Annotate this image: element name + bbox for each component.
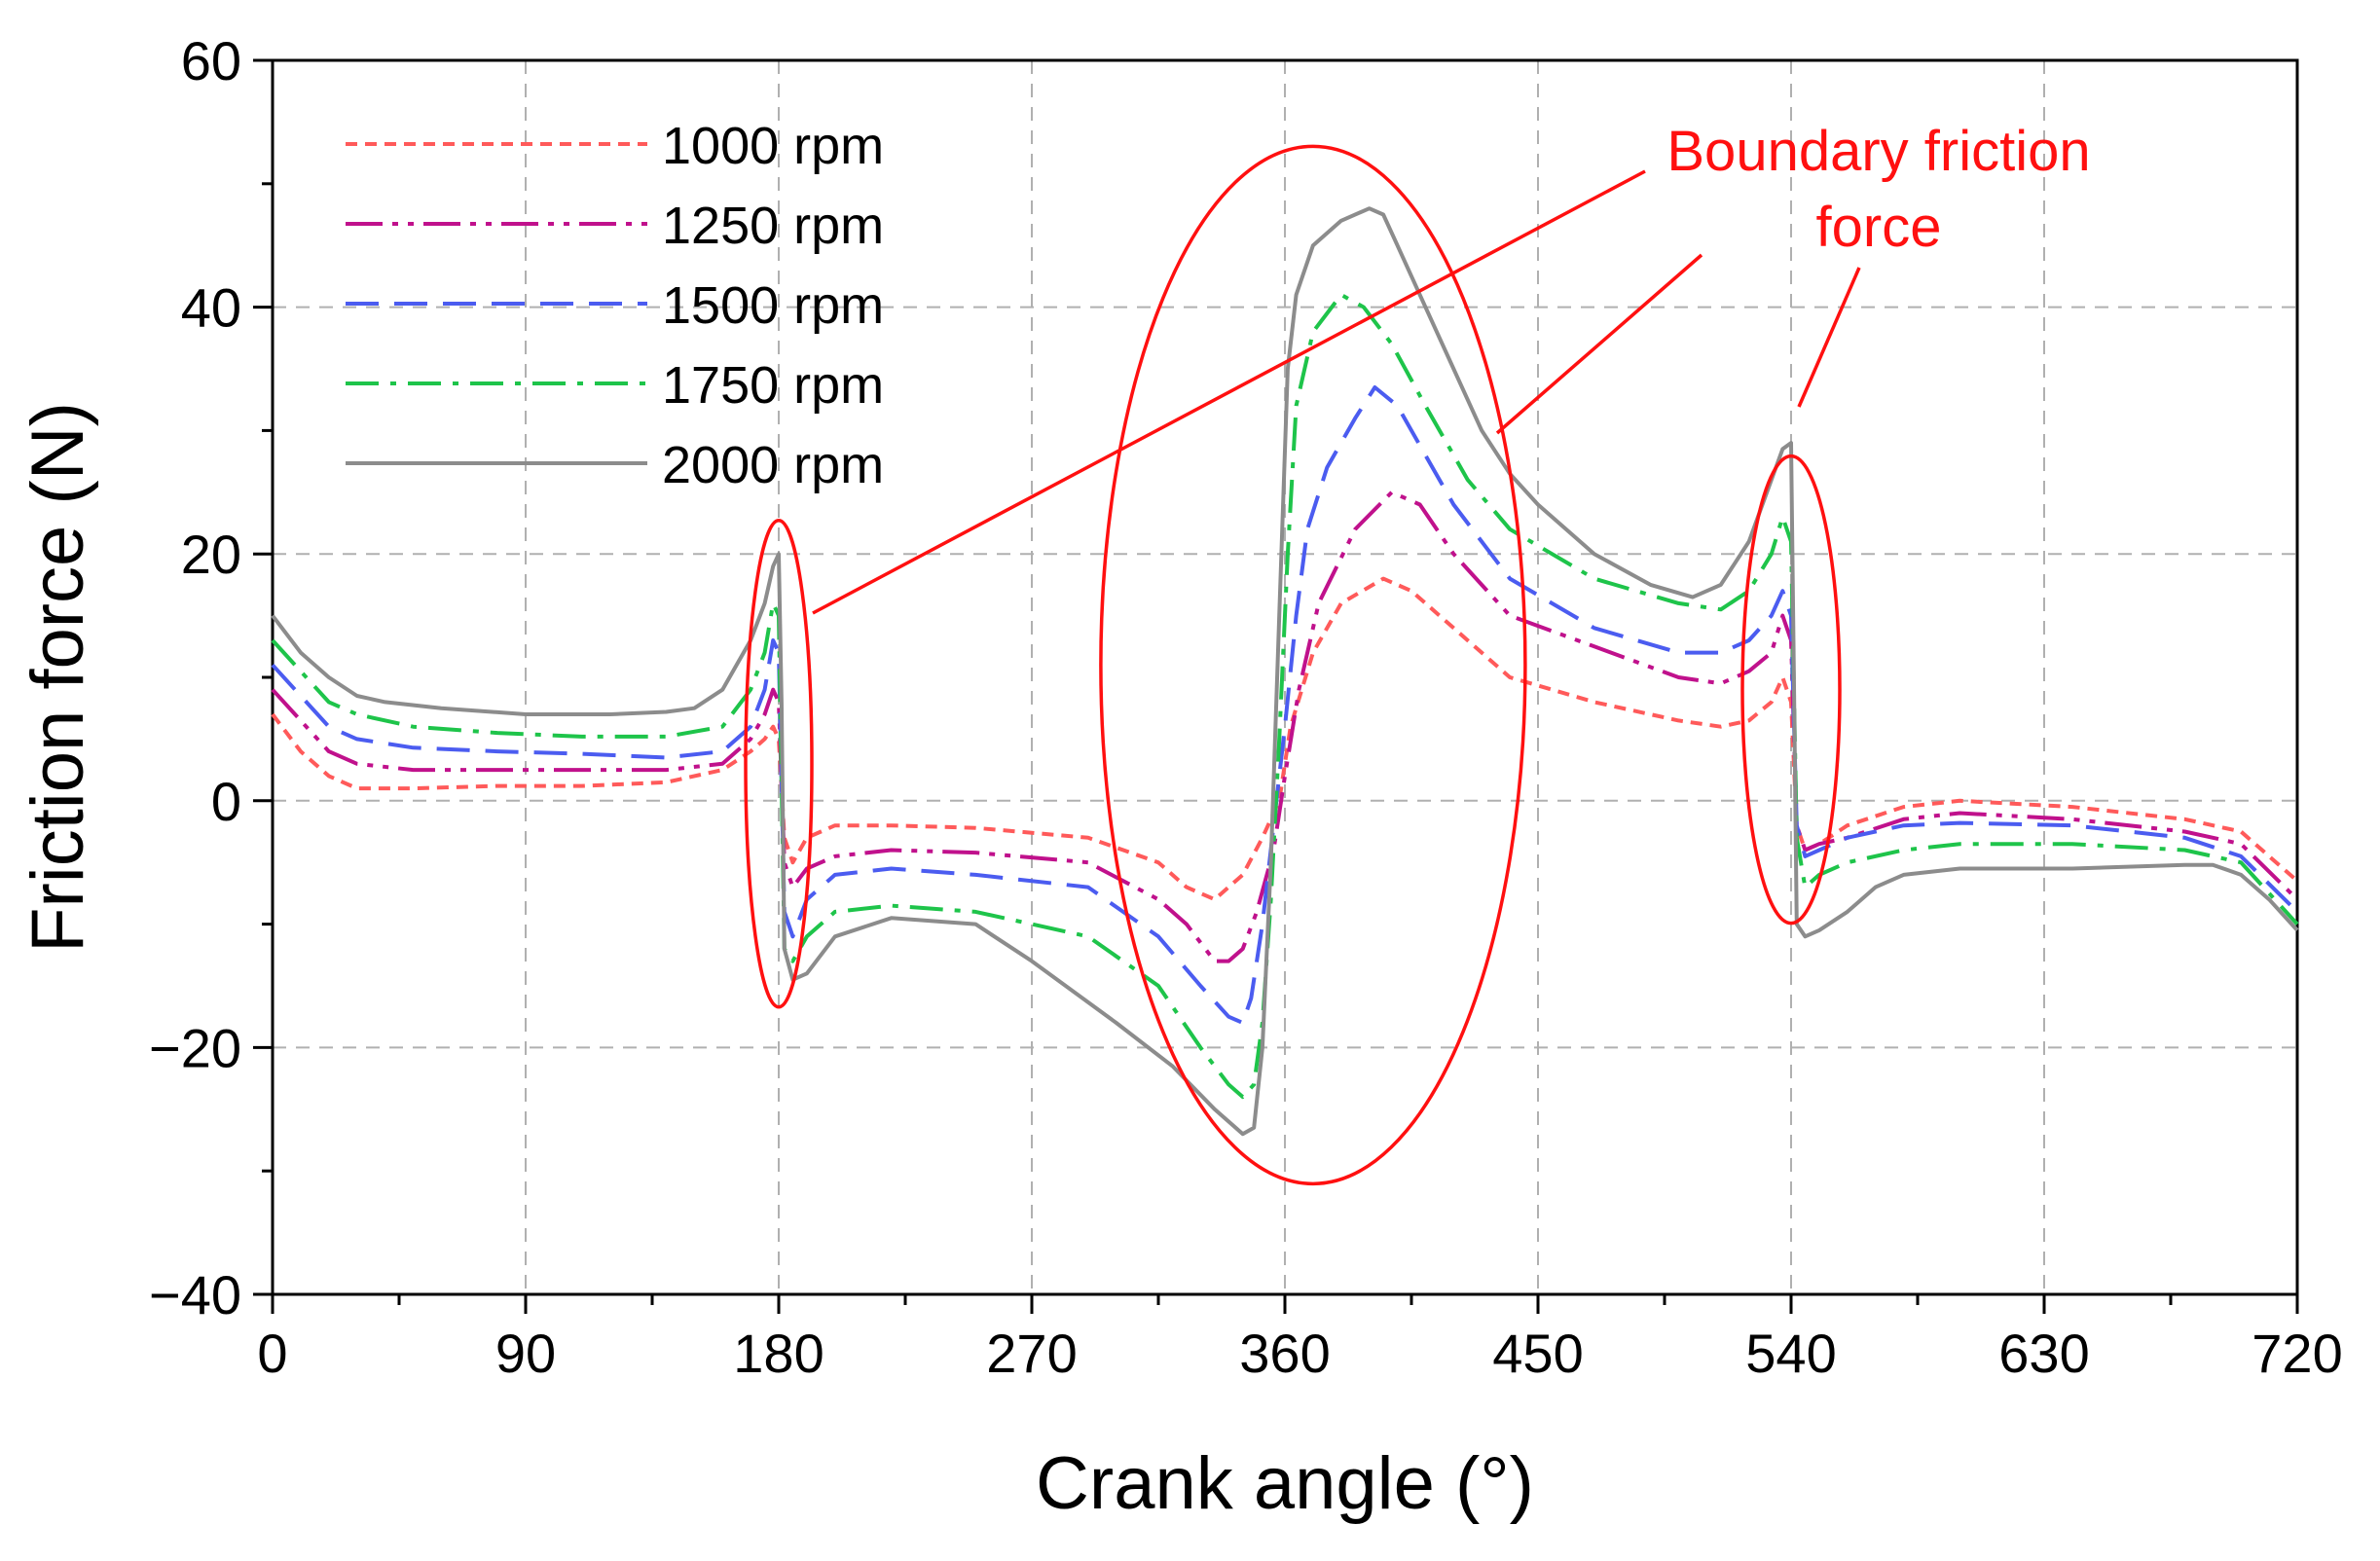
y-tick-label: −40 (149, 1264, 241, 1325)
legend-label-4: 2000 rpm (662, 436, 884, 494)
legend-label-2: 1500 rpm (662, 276, 884, 335)
legend-label-0: 1000 rpm (662, 117, 884, 175)
grid-lines (273, 60, 2297, 1294)
x-tick-label: 90 (495, 1323, 556, 1384)
series-line-2000-rpm (271, 206, 2299, 1137)
x-tick-label: 630 (1998, 1323, 2089, 1384)
legend: 1000 rpm 1250 rpm 1500 rpm 1750 rpm 2000 rpm (346, 117, 884, 494)
x-tick-label: 0 (257, 1323, 287, 1384)
x-tick-label: 450 (1492, 1323, 1583, 1384)
annotation-pointer-3 (1797, 267, 1861, 408)
y-tick-label: 20 (181, 524, 241, 585)
x-tick-label: 540 (1745, 1323, 1836, 1384)
x-tick-label: 270 (986, 1323, 1077, 1384)
annotation-text-line1: Boundary friction (1666, 120, 2090, 183)
x-axis-title: Crank angle (°) (1036, 1442, 1534, 1525)
series-line-1250-rpm (271, 490, 2299, 963)
axis-tick-labels: 0 90 180 270 360 450 540 630 720 −40 −20 0 20 40 60 (149, 30, 2343, 1384)
axis-ticks (253, 58, 2299, 1314)
annotation-text-line2: force (1816, 196, 1942, 259)
annotation-pointer-2 (1495, 253, 1703, 435)
annotation-ellipse-180 (744, 519, 814, 1009)
y-tick-label: 60 (181, 30, 241, 91)
annotation-ellipse-540 (1740, 454, 1842, 926)
y-tick-label: 40 (181, 277, 241, 339)
legend-label-1: 1250 rpm (662, 197, 884, 255)
boundary-friction-annotation (744, 144, 1861, 1186)
annotation-pointer-1 (812, 169, 1646, 615)
y-axis-title: Friction force (N) (17, 402, 99, 953)
x-tick-label: 720 (2252, 1323, 2342, 1384)
annotation-ellipse-360 (1099, 144, 1527, 1186)
y-tick-label: 0 (211, 771, 241, 832)
legend-label-3: 1750 rpm (662, 356, 884, 415)
x-tick-label: 360 (1239, 1323, 1330, 1384)
x-tick-label: 180 (733, 1323, 824, 1384)
y-tick-label: −20 (149, 1017, 241, 1078)
series-line-1000-rpm (271, 576, 2299, 902)
